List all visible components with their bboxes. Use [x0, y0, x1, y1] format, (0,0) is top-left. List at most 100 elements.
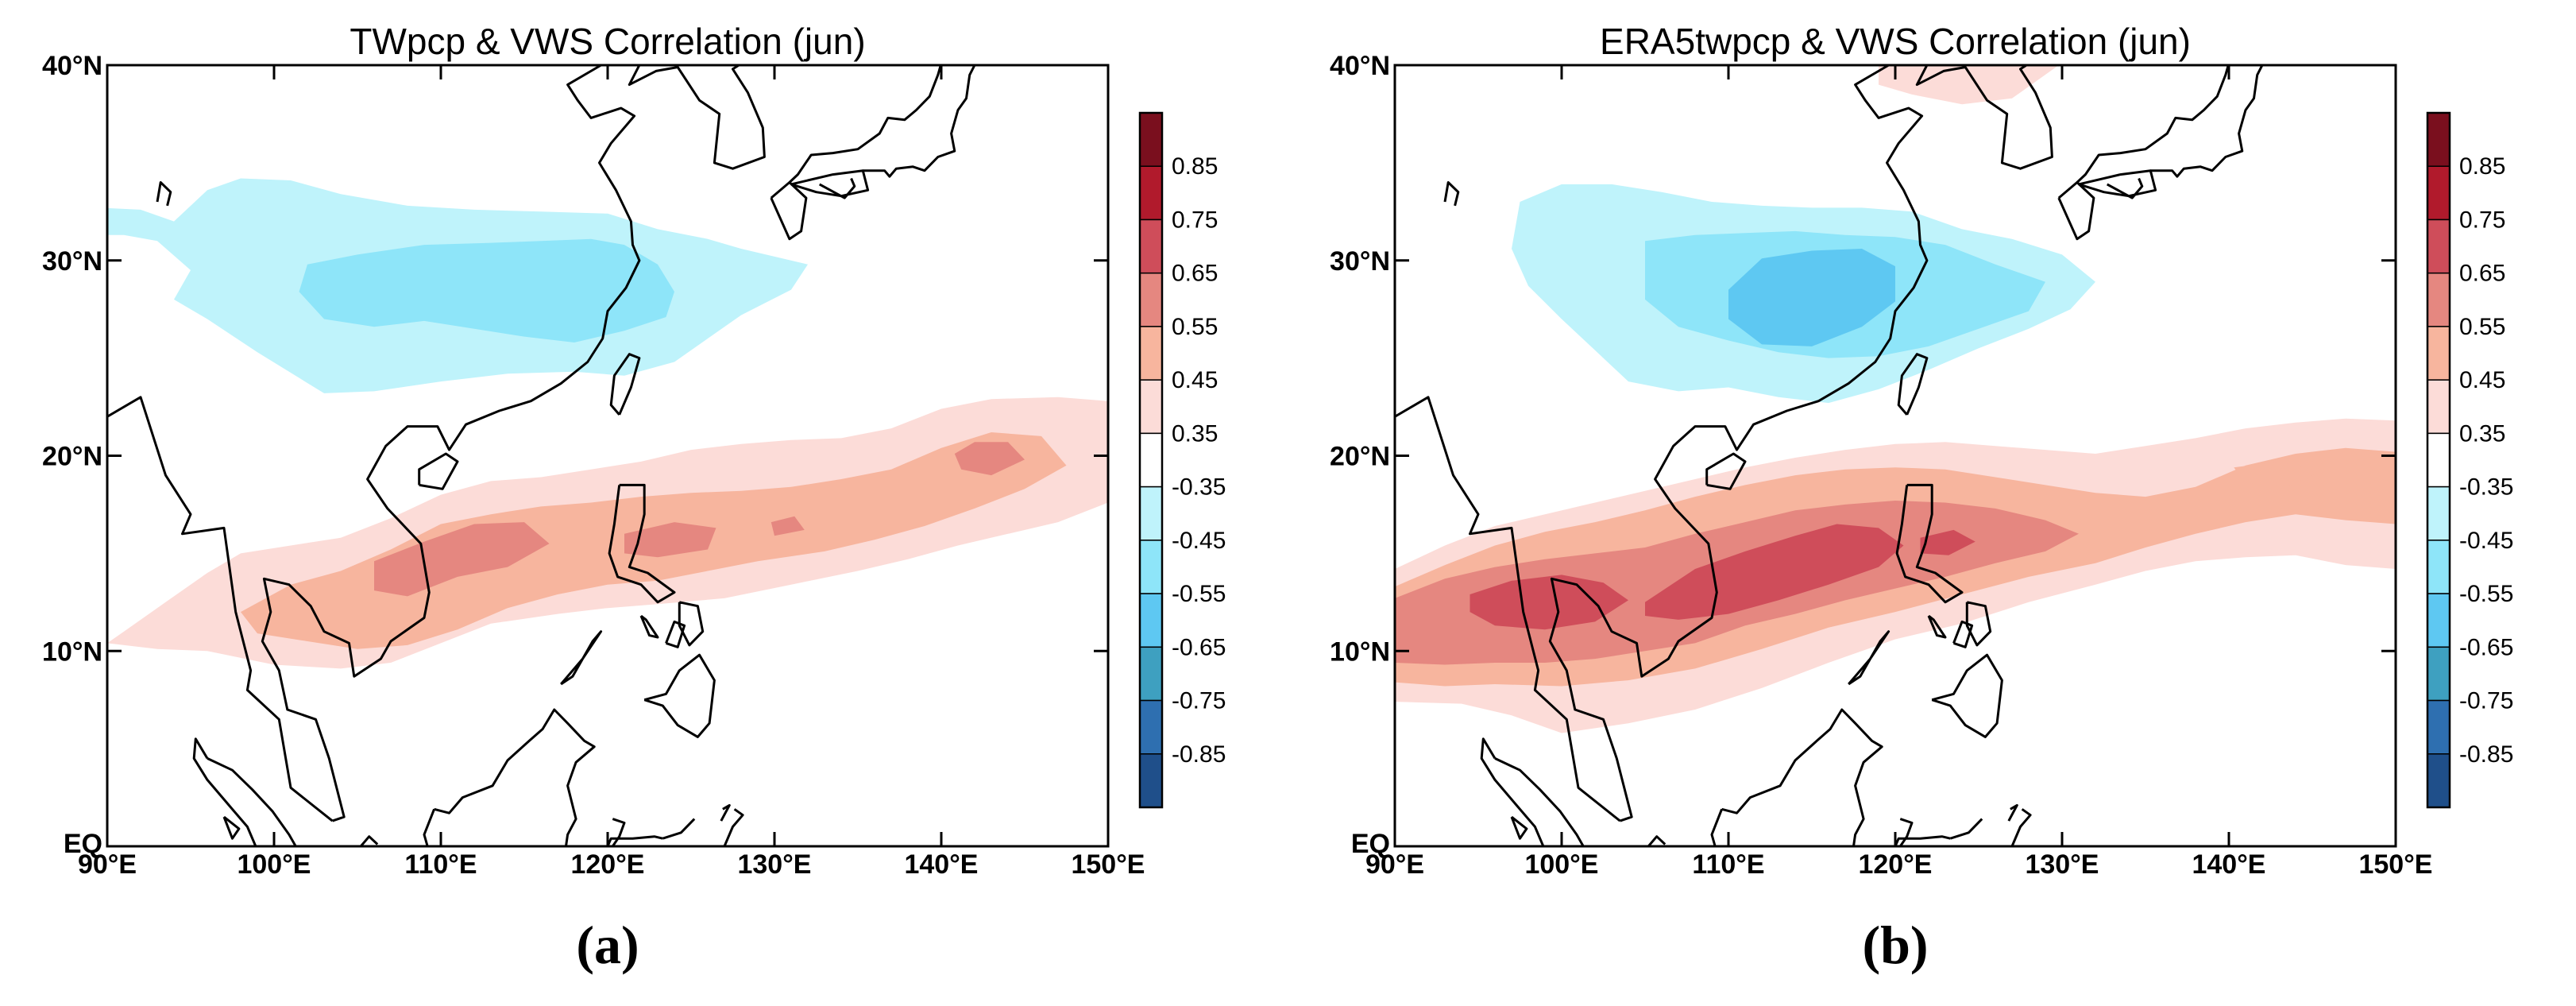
coastline-segment: [360, 835, 379, 846]
contour-region-7: [954, 442, 1025, 476]
coastline-segment: [1952, 620, 1974, 648]
coastline-segment: [2007, 803, 2018, 822]
colorbar-swatch: [2427, 646, 2450, 702]
colorbar-label: 0.55: [2459, 314, 2505, 340]
x-tick-label: 90°E: [1365, 849, 1424, 880]
colorbar-label: -0.65: [2459, 634, 2513, 660]
x-tick-label: 120°E: [1858, 849, 1932, 880]
coastline-segment: [107, 396, 334, 822]
colorbar-label: -0.55: [2459, 581, 2513, 607]
chart-b: ERA5twpcp & VWS Correlation (jun) 90°E 10…: [1330, 21, 2513, 880]
colorbar-swatch: [1139, 753, 1163, 808]
contour-region-7: [2234, 461, 2321, 487]
coastline-segment: [1927, 614, 1947, 639]
x-tick-label: 130°E: [737, 849, 811, 880]
colorbar-label: 0.35: [2459, 420, 2505, 447]
colorbar-swatch: [2427, 432, 2450, 488]
chart-title: TWpcp & VWS Correlation (jun): [350, 21, 865, 62]
panel-caption: (b): [1862, 915, 1929, 975]
coastline-segment: [1548, 65, 2053, 822]
coastline-segment: [1705, 452, 1747, 490]
colorbar-label: -0.75: [2459, 688, 2513, 714]
colorbar-swatch: [1139, 165, 1163, 221]
coastline-segment: [606, 835, 663, 846]
colorbar-label: -0.75: [1172, 688, 1226, 714]
x-tick-label: 100°E: [237, 849, 311, 880]
coastline-segment: [1510, 815, 1528, 840]
y-tick-label: 40°N: [42, 51, 102, 81]
colorbar-label: -0.55: [1172, 581, 1226, 607]
contour-region-2: [299, 238, 674, 342]
y-tick-label: EQ: [1351, 829, 1390, 859]
colorbar-swatch: [2427, 272, 2450, 327]
contour-region-6: [1920, 529, 1975, 555]
coastline-segment: [1848, 630, 1890, 686]
chart-a: TWpcp & VWS Correlation (jun) 90°E 100°E 1…: [42, 21, 1226, 880]
colorbar-swatch: [1139, 540, 1163, 594]
contour-region-5: [1645, 524, 1904, 620]
panel-a: TWpcp & VWS Correlation (jun) 90°E 100°E 1…: [42, 21, 1226, 975]
colorbar-swatch: [2427, 486, 2450, 541]
coastline-segment: [790, 169, 870, 198]
colorbar-label: 0.75: [1172, 207, 1218, 233]
colorbar-swatch: [1139, 699, 1163, 755]
colorbar-label: 0.35: [1172, 420, 1218, 447]
colorbar-label: 0.65: [2459, 261, 2505, 287]
colorbar: 0.85 0.75 0.65 0.55 0.45 0.35 -0.35 -0.45 -0.55 -…: [1138, 111, 1226, 809]
coastline-segment: [156, 181, 172, 207]
coastline-segment: [1710, 808, 1723, 846]
colorbar-swatch: [1139, 219, 1163, 274]
colorbar-swatch: [2427, 699, 2450, 755]
coastline-segment: [1949, 818, 1983, 840]
coastline-segment: [720, 803, 731, 822]
coastline-segment: [770, 181, 808, 241]
coastline-segment: [2057, 181, 2095, 241]
colorbar-label: -0.45: [1172, 528, 1226, 554]
y-tick-label: 40°N: [1330, 51, 1390, 81]
colorbar-swatch: [2427, 593, 2450, 648]
colorbar-label: 0.75: [2459, 207, 2505, 233]
coastline-segment: [1721, 708, 1883, 846]
coastline-segment: [1894, 835, 1951, 846]
colorbar-label: -0.35: [1172, 474, 1226, 501]
y-tick-label: 10°N: [1330, 636, 1390, 667]
colorbar-label: -0.45: [2459, 528, 2513, 554]
colorbar-swatch: [1139, 112, 1163, 167]
coastline-segment: [434, 708, 596, 846]
coastline-segment: [662, 818, 696, 840]
coastline-segment: [609, 353, 641, 416]
contour-region-4: [1470, 575, 1628, 630]
x-tick-label: 140°E: [2192, 849, 2265, 880]
colorbar-swatch: [2427, 112, 2450, 167]
coastline-segment: [665, 620, 686, 648]
coastline-segment: [2076, 65, 2230, 184]
colorbar-label: 0.65: [1172, 261, 1218, 287]
coastline-segment: [1931, 653, 2003, 738]
colorbar-swatch: [1139, 432, 1163, 488]
y-tick-label: EQ: [64, 829, 102, 859]
coastline-segment: [678, 601, 705, 647]
coastline-segment: [639, 614, 659, 639]
colorbar-swatch: [2427, 165, 2450, 221]
chart-title: ERA5twpcp & VWS Correlation (jun): [1600, 21, 2191, 62]
coastline-segment: [2078, 169, 2157, 198]
coastline-segment: [1395, 396, 1621, 822]
colorbar-swatch: [2427, 326, 2450, 381]
colorbar-swatch: [2427, 540, 2450, 594]
colorbar-swatch: [1139, 646, 1163, 702]
colorbar-label: -0.35: [2459, 474, 2513, 501]
coastline-segment: [2150, 65, 2264, 178]
axis-ticks: 90°E 100°E 110°E 120°E 130°E 140°E 150°E EQ 10°N…: [42, 51, 1145, 880]
colorbar: 0.85 0.75 0.65 0.55 0.45 0.35 -0.35 -0.45 -0.55 -…: [2426, 111, 2513, 809]
x-tick-label: 140°E: [904, 849, 978, 880]
y-tick-label: 20°N: [42, 442, 102, 472]
contour-region-11: [1728, 249, 1895, 346]
coastline-segment: [2010, 808, 2032, 846]
x-tick-label: 150°E: [2358, 849, 2432, 880]
colorbar-label: -0.85: [1172, 741, 1226, 768]
colorbar-frame: [1138, 111, 1164, 809]
coastline-segment: [1895, 483, 1964, 604]
colorbar-label: -0.65: [1172, 634, 1226, 660]
x-tick-label: 110°E: [404, 849, 477, 880]
coastline-segment: [788, 65, 942, 184]
